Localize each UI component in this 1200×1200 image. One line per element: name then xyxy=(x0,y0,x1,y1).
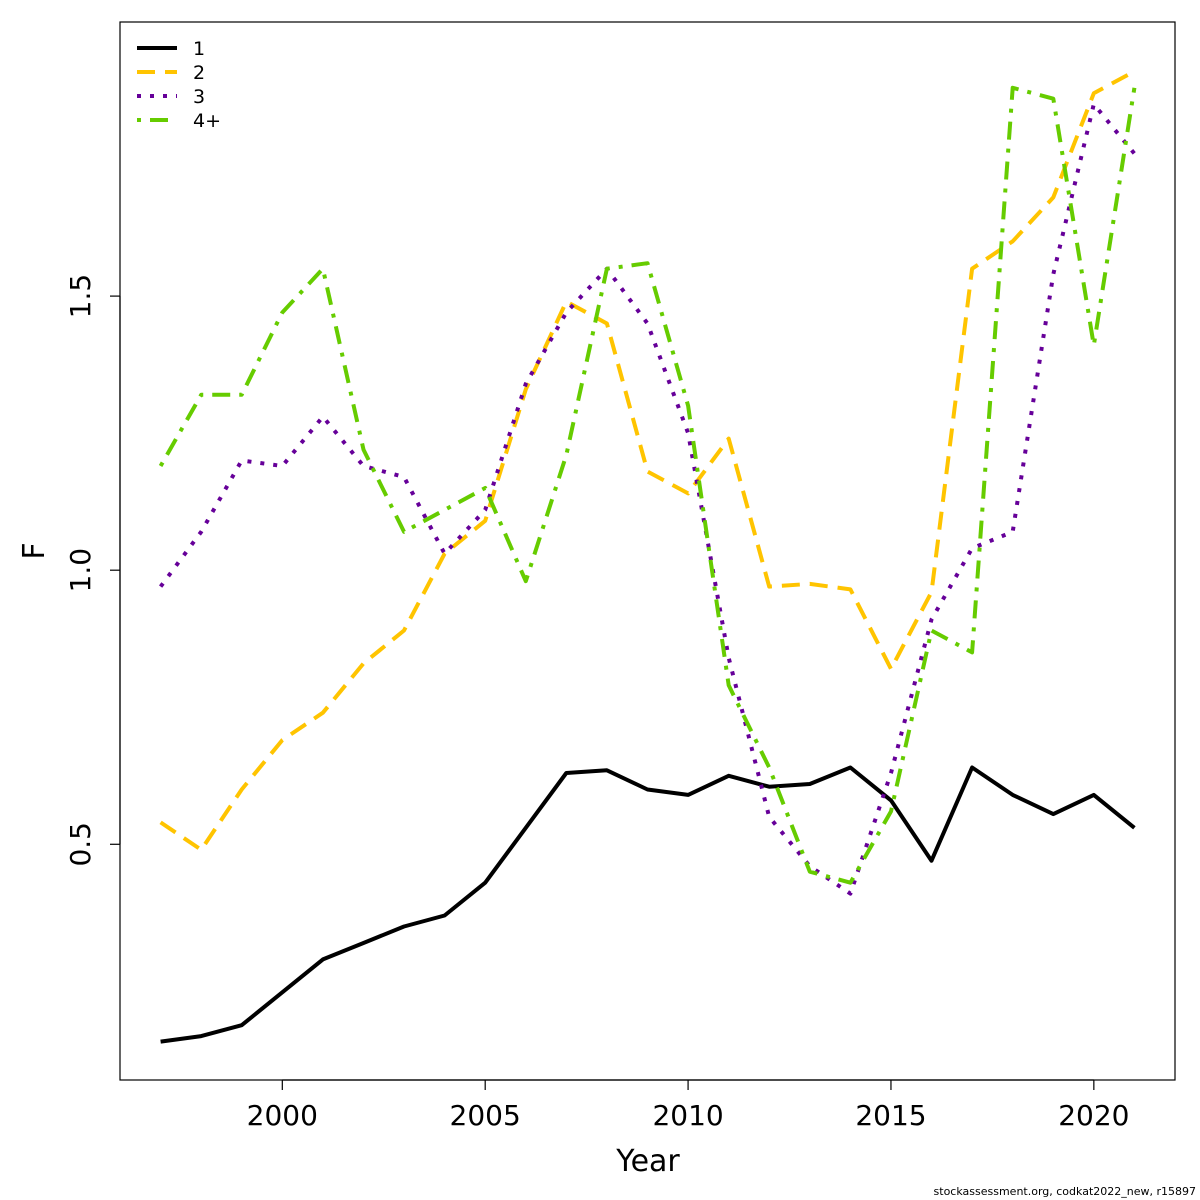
series-line-4+ xyxy=(158,85,1137,885)
x-tick-label: 2015 xyxy=(855,1099,926,1132)
x-tick-label: 2005 xyxy=(450,1099,521,1132)
plot-frame xyxy=(119,21,1176,1081)
series-line-2 xyxy=(159,69,1136,852)
x-tick-label: 2020 xyxy=(1058,1099,1129,1132)
axis-layer: 2000 2005 2010 2015 2020 0.5 1.0 1.5 xyxy=(64,274,1129,1132)
y-axis-title: F xyxy=(17,542,52,559)
legend-label: 1 xyxy=(193,38,205,60)
legend-label: 2 xyxy=(193,62,205,84)
y-tick-label: 0.5 xyxy=(64,822,97,867)
footer-credit: stockassessment.org, codkat2022_new, r15… xyxy=(933,1185,1196,1198)
legend-label: 4+ xyxy=(193,110,221,132)
series-line-1 xyxy=(160,765,1136,1044)
y-tick-label: 1.0 xyxy=(64,548,97,593)
y-tick-label: 1.5 xyxy=(64,274,97,319)
legend-label: 3 xyxy=(193,86,205,108)
x-axis-title: Year xyxy=(615,1144,680,1179)
x-tick-label: 2010 xyxy=(652,1099,723,1132)
series-line-3 xyxy=(158,102,1136,896)
x-tick-label: 2000 xyxy=(247,1099,318,1132)
series-layer xyxy=(158,69,1137,1044)
